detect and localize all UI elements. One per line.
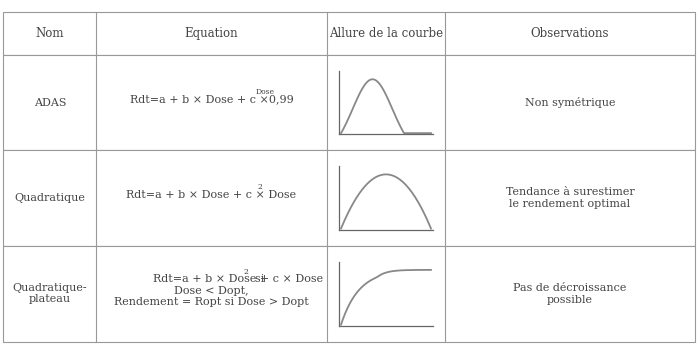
Text: ADAS: ADAS xyxy=(34,98,66,108)
Text: Rdt=a + b × Dose + c ×0,99: Rdt=a + b × Dose + c ×0,99 xyxy=(130,95,293,105)
Text: Rendement = Ropt si Dose > Dopt: Rendement = Ropt si Dose > Dopt xyxy=(114,298,309,308)
Text: Non symétrique: Non symétrique xyxy=(525,97,615,108)
Text: 2: 2 xyxy=(258,183,262,191)
Text: Equation: Equation xyxy=(185,27,238,40)
Text: Rdt=a + b × Dose + c × Dose: Rdt=a + b × Dose + c × Dose xyxy=(153,274,322,284)
Bar xyxy=(3,246,695,342)
Bar xyxy=(3,150,695,246)
Text: Dose: Dose xyxy=(255,88,275,96)
Text: Pas de décroissance: Pas de décroissance xyxy=(513,283,627,293)
Text: Rdt=a + b × Dose + c × Dose: Rdt=a + b × Dose + c × Dose xyxy=(126,190,297,200)
Text: possible: possible xyxy=(547,294,593,305)
Text: Quadratique: Quadratique xyxy=(15,193,85,203)
Text: le rendement optimal: le rendement optimal xyxy=(510,199,630,209)
Text: Quadratique-
plateau: Quadratique- plateau xyxy=(13,283,87,304)
Text: 2: 2 xyxy=(244,268,248,276)
Text: Nom: Nom xyxy=(36,27,64,40)
Text: Allure de la courbe: Allure de la courbe xyxy=(329,27,443,40)
Text: si: si xyxy=(248,274,265,284)
Bar xyxy=(3,55,695,150)
Bar xyxy=(3,12,695,55)
Text: Tendance à surestimer: Tendance à surestimer xyxy=(505,187,634,197)
Text: Observations: Observations xyxy=(530,27,609,40)
Text: Dose < Dopt,: Dose < Dopt, xyxy=(174,286,248,296)
